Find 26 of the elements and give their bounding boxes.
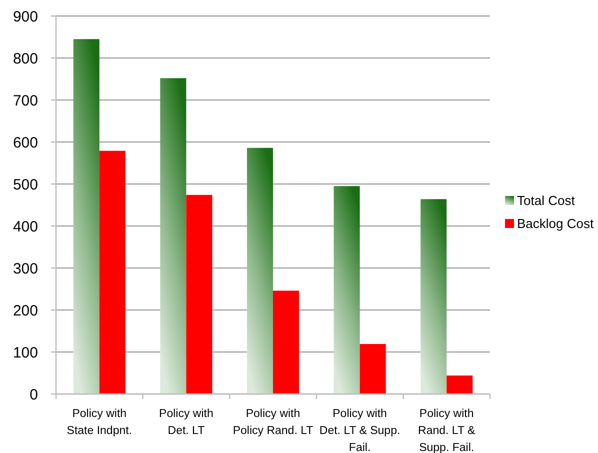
y-tick-label: 600 [12, 134, 38, 152]
y-tick-label: 900 [12, 8, 38, 26]
bar [334, 186, 360, 394]
y-tick-label: 100 [12, 344, 38, 362]
y-tick-label: 500 [12, 176, 38, 194]
bar [186, 194, 212, 394]
bar [420, 199, 447, 394]
bar [99, 150, 126, 394]
y-tick-label: 200 [12, 302, 38, 320]
y-tick-label: 800 [12, 50, 38, 68]
x-tick-label: Policy with Policy Rand. LT [232, 408, 314, 437]
y-tick-label: 400 [12, 218, 38, 236]
y-tick-label: 0 [30, 386, 38, 404]
bar [160, 78, 186, 394]
bar [446, 376, 473, 394]
bar [73, 39, 100, 394]
bar [360, 344, 386, 394]
bar [246, 148, 273, 394]
y-tick-label: 300 [12, 260, 38, 278]
legend-label: Backlog Cost [517, 216, 594, 231]
x-tick-label: Policy with Det. LT & Supp. Fail. [319, 408, 400, 453]
x-tick-label: Policy with State Indpnt. [66, 408, 132, 437]
legend-label: Total Cost [517, 193, 576, 208]
y-tick-label: 700 [12, 92, 38, 110]
bar [273, 290, 300, 394]
x-tick-label: Policy with Det. LT [159, 408, 214, 437]
